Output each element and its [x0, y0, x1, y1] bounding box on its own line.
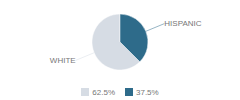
html-text:62.5%: 62.5%: [92, 87, 115, 97]
html-text:37.5%: 37.5%: [136, 87, 159, 97]
svg-text:HISPANIC: HISPANIC: [164, 19, 201, 28]
svg-text:WHITE: WHITE: [50, 56, 76, 65]
